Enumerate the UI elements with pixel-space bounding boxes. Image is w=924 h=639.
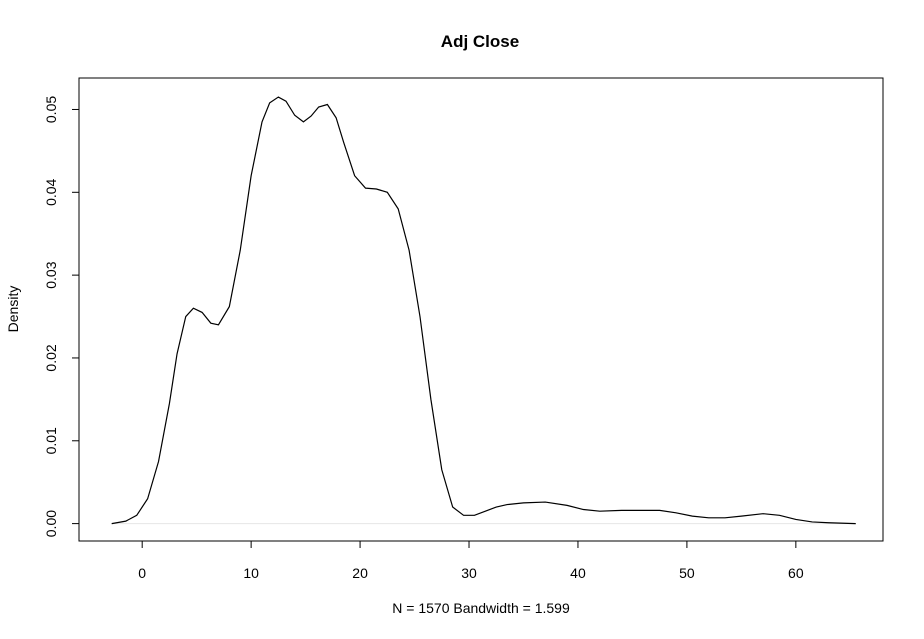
x-tick-label: 40 [570, 565, 586, 581]
x-axis: 0 10 20 30 40 50 60 [138, 540, 804, 581]
density-curve [111, 96, 856, 525]
x-tick-label: 50 [679, 565, 695, 581]
y-tick-label: 0.00 [43, 510, 59, 537]
x-tick-label: 30 [461, 565, 477, 581]
chart-title: Adj Close [441, 32, 519, 51]
x-tick-label: 20 [352, 565, 368, 581]
x-tick-label: 0 [138, 565, 146, 581]
y-tick-label: 0.02 [43, 344, 59, 371]
y-tick-label: 0.03 [43, 261, 59, 288]
x-tick-label: 10 [243, 565, 259, 581]
y-tick-label: 0.01 [43, 427, 59, 454]
x-tick-label: 60 [788, 565, 804, 581]
y-tick-label: 0.04 [43, 178, 59, 205]
x-axis-label: N = 1570 Bandwidth = 1.599 [392, 600, 570, 616]
y-axis: 0.00 0.01 0.02 0.03 0.04 0.05 [43, 96, 80, 537]
y-axis-label: Density [5, 286, 21, 333]
plot-frame [78, 77, 884, 542]
y-tick-label: 0.05 [43, 96, 59, 123]
